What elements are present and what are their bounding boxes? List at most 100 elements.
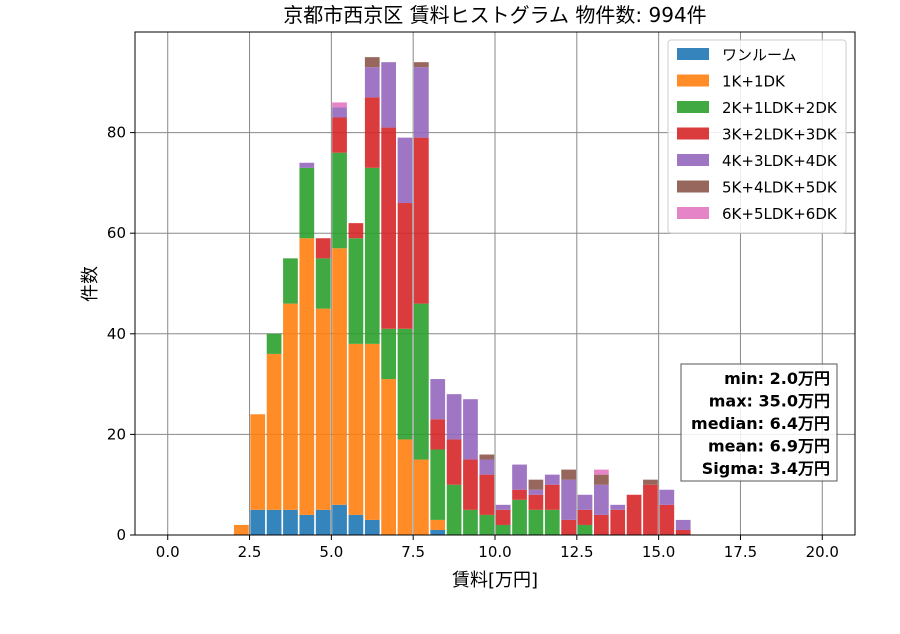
x-tick-label: 2.5	[238, 543, 262, 561]
bar-segment-4K+3LDK+4DK	[659, 489, 675, 505]
bar-segment-1K+1DK	[266, 353, 282, 510]
bar-segment-5K+4LDK+5DK	[528, 479, 544, 490]
stats-line: max: 35.0万円	[709, 392, 830, 411]
bar-segment-5K+4LDK+5DK	[594, 474, 609, 485]
bar-segment-3K+2LDK+3DK	[348, 223, 364, 239]
legend-frame	[667, 39, 847, 234]
bar-segment-3K+2LDK+3DK	[364, 97, 380, 168]
y-tick-label: 0	[116, 526, 126, 544]
bar-segment-2K+1LDK+2DK	[266, 333, 282, 354]
bar-segment-3K+2LDK+3DK	[528, 494, 544, 510]
legend-swatch	[677, 180, 709, 193]
legend-swatch	[677, 74, 709, 87]
bar-segment-ワンルーム	[332, 504, 347, 535]
bar-segment-5K+4LDK+5DK	[479, 454, 495, 460]
y-tick-label: 80	[107, 124, 126, 142]
bar-segment-ワンルーム	[348, 514, 364, 535]
bar-segment-2K+1LDK+2DK	[479, 514, 495, 535]
y-axis-label: 件数	[80, 266, 101, 302]
bar-segment-5K+4LDK+5DK	[561, 469, 576, 480]
bar-segment-6K+5LDK+6DK	[594, 469, 609, 475]
bar-segment-3K+2LDK+3DK	[495, 509, 511, 525]
bar-segment-2K+1LDK+2DK	[299, 167, 315, 239]
bar-segment-3K+2LDK+3DK	[332, 117, 347, 153]
bar-segment-2K+1LDK+2DK	[430, 449, 446, 520]
x-tick-label: 0.0	[156, 543, 180, 561]
legend-label: 3K+2LDK+3DK	[722, 126, 838, 144]
bar-segment-3K+2LDK+3DK	[397, 203, 413, 329]
bar-segment-4K+3LDK+4DK	[414, 67, 429, 138]
bar-segment-3K+2LDK+3DK	[430, 419, 446, 450]
legend-label: 5K+4LDK+5DK	[722, 179, 838, 197]
bar-segment-3K+2LDK+3DK	[381, 127, 396, 329]
bar-segment-6K+5LDK+6DK	[332, 102, 347, 108]
legend: ワンルーム 1K+1DK 2K+1LDK+2DK 3K+2LDK+3DK 4K+3LDK…	[667, 39, 847, 234]
x-axis-ticks: 0.0 2.5 5.0 7.5 10.0 12.5 15.0 17.5 20.0	[156, 535, 839, 561]
x-tick-label: 10.0	[478, 543, 511, 561]
bar-segment-2K+1LDK+2DK	[414, 303, 429, 460]
bar-segment-4K+3LDK+4DK	[430, 379, 446, 420]
bar-segment-3K+2LDK+3DK	[594, 514, 609, 535]
bar-segment-1K+1DK	[299, 238, 315, 515]
bar-segment-5K+4LDK+5DK	[364, 57, 380, 68]
bar-segment-ワンルーム	[430, 529, 446, 535]
bar-segment-5K+4LDK+5DK	[414, 62, 429, 68]
bar-segment-4K+3LDK+4DK	[577, 494, 593, 510]
legend-swatch	[677, 207, 709, 219]
bar-segment-3K+2LDK+3DK	[643, 484, 658, 535]
x-tick-label: 17.5	[724, 543, 757, 561]
bar-segment-4K+3LDK+4DK	[397, 137, 413, 204]
bar-segment-1K+1DK	[332, 248, 347, 505]
legend-label: 1K+1DK	[722, 73, 786, 91]
bar-segment-2K+1LDK+2DK	[315, 258, 331, 309]
bar-segment-4K+3LDK+4DK	[610, 504, 626, 510]
bar-segment-4K+3LDK+4DK	[299, 162, 315, 168]
bar-segment-2K+1LDK+2DK	[528, 509, 544, 535]
bar-segment-2K+1LDK+2DK	[577, 524, 593, 535]
x-tick-label: 20.0	[806, 543, 839, 561]
bar-segment-1K+1DK	[315, 308, 331, 510]
bar-segment-3K+2LDK+3DK	[610, 509, 626, 535]
bar-segment-ワンルーム	[364, 519, 380, 535]
legend-items: ワンルーム 1K+1DK 2K+1LDK+2DK 3K+2LDK+3DK 4K+3LDK…	[677, 46, 838, 223]
bar-segment-2K+1LDK+2DK	[348, 238, 364, 344]
legend-swatch	[677, 127, 709, 140]
bar-segment-4K+3LDK+4DK	[364, 67, 380, 98]
stats-line: min: 2.0万円	[724, 369, 830, 388]
bar-segment-4K+3LDK+4DK	[561, 479, 576, 520]
bar-segment-1K+1DK	[397, 439, 413, 535]
bars	[234, 57, 691, 535]
bar-segment-2K+1LDK+2DK	[512, 499, 527, 535]
stats-line: mean: 6.9万円	[708, 437, 830, 456]
y-axis-ticks: 0 20 40 60 80	[107, 124, 135, 544]
bar-segment-2K+1LDK+2DK	[495, 524, 511, 535]
bar-segment-3K+2LDK+3DK	[659, 504, 675, 535]
bar-segment-3K+2LDK+3DK	[463, 459, 478, 510]
stats-line: Sigma: 3.4万円	[702, 459, 830, 478]
bar-segment-2K+1LDK+2DK	[381, 328, 396, 380]
bar-segment-ワンルーム	[299, 514, 315, 535]
bar-segment-2K+1LDK+2DK	[364, 167, 380, 344]
bar-segment-ワンルーム	[250, 509, 266, 535]
bar-segment-2K+1LDK+2DK	[283, 258, 298, 304]
x-axis-label: 賃料[万円]	[452, 570, 538, 591]
bar-segment-1K+1DK	[364, 343, 380, 520]
bar-segment-1K+1DK	[414, 459, 429, 535]
legend-swatch	[677, 154, 709, 166]
bar-segment-3K+2LDK+3DK	[315, 238, 331, 259]
legend-label: 6K+5LDK+6DK	[722, 205, 838, 223]
bar-segment-3K+2LDK+3DK	[479, 474, 495, 515]
x-tick-label: 12.5	[560, 543, 593, 561]
bar-segment-3K+2LDK+3DK	[446, 439, 462, 485]
bar-segment-1K+1DK	[250, 414, 266, 510]
bar-segment-3K+2LDK+3DK	[512, 489, 527, 500]
bar-segment-3K+2LDK+3DK	[675, 529, 691, 535]
stats-frame	[680, 363, 838, 482]
bar-segment-4K+3LDK+4DK	[594, 484, 609, 515]
bar-segment-1K+1DK	[430, 519, 446, 530]
bar-segment-2K+1LDK+2DK	[463, 509, 478, 535]
bar-segment-1K+1DK	[234, 524, 249, 535]
bar-segment-4K+3LDK+4DK	[479, 459, 495, 475]
y-tick-label: 60	[107, 224, 126, 242]
